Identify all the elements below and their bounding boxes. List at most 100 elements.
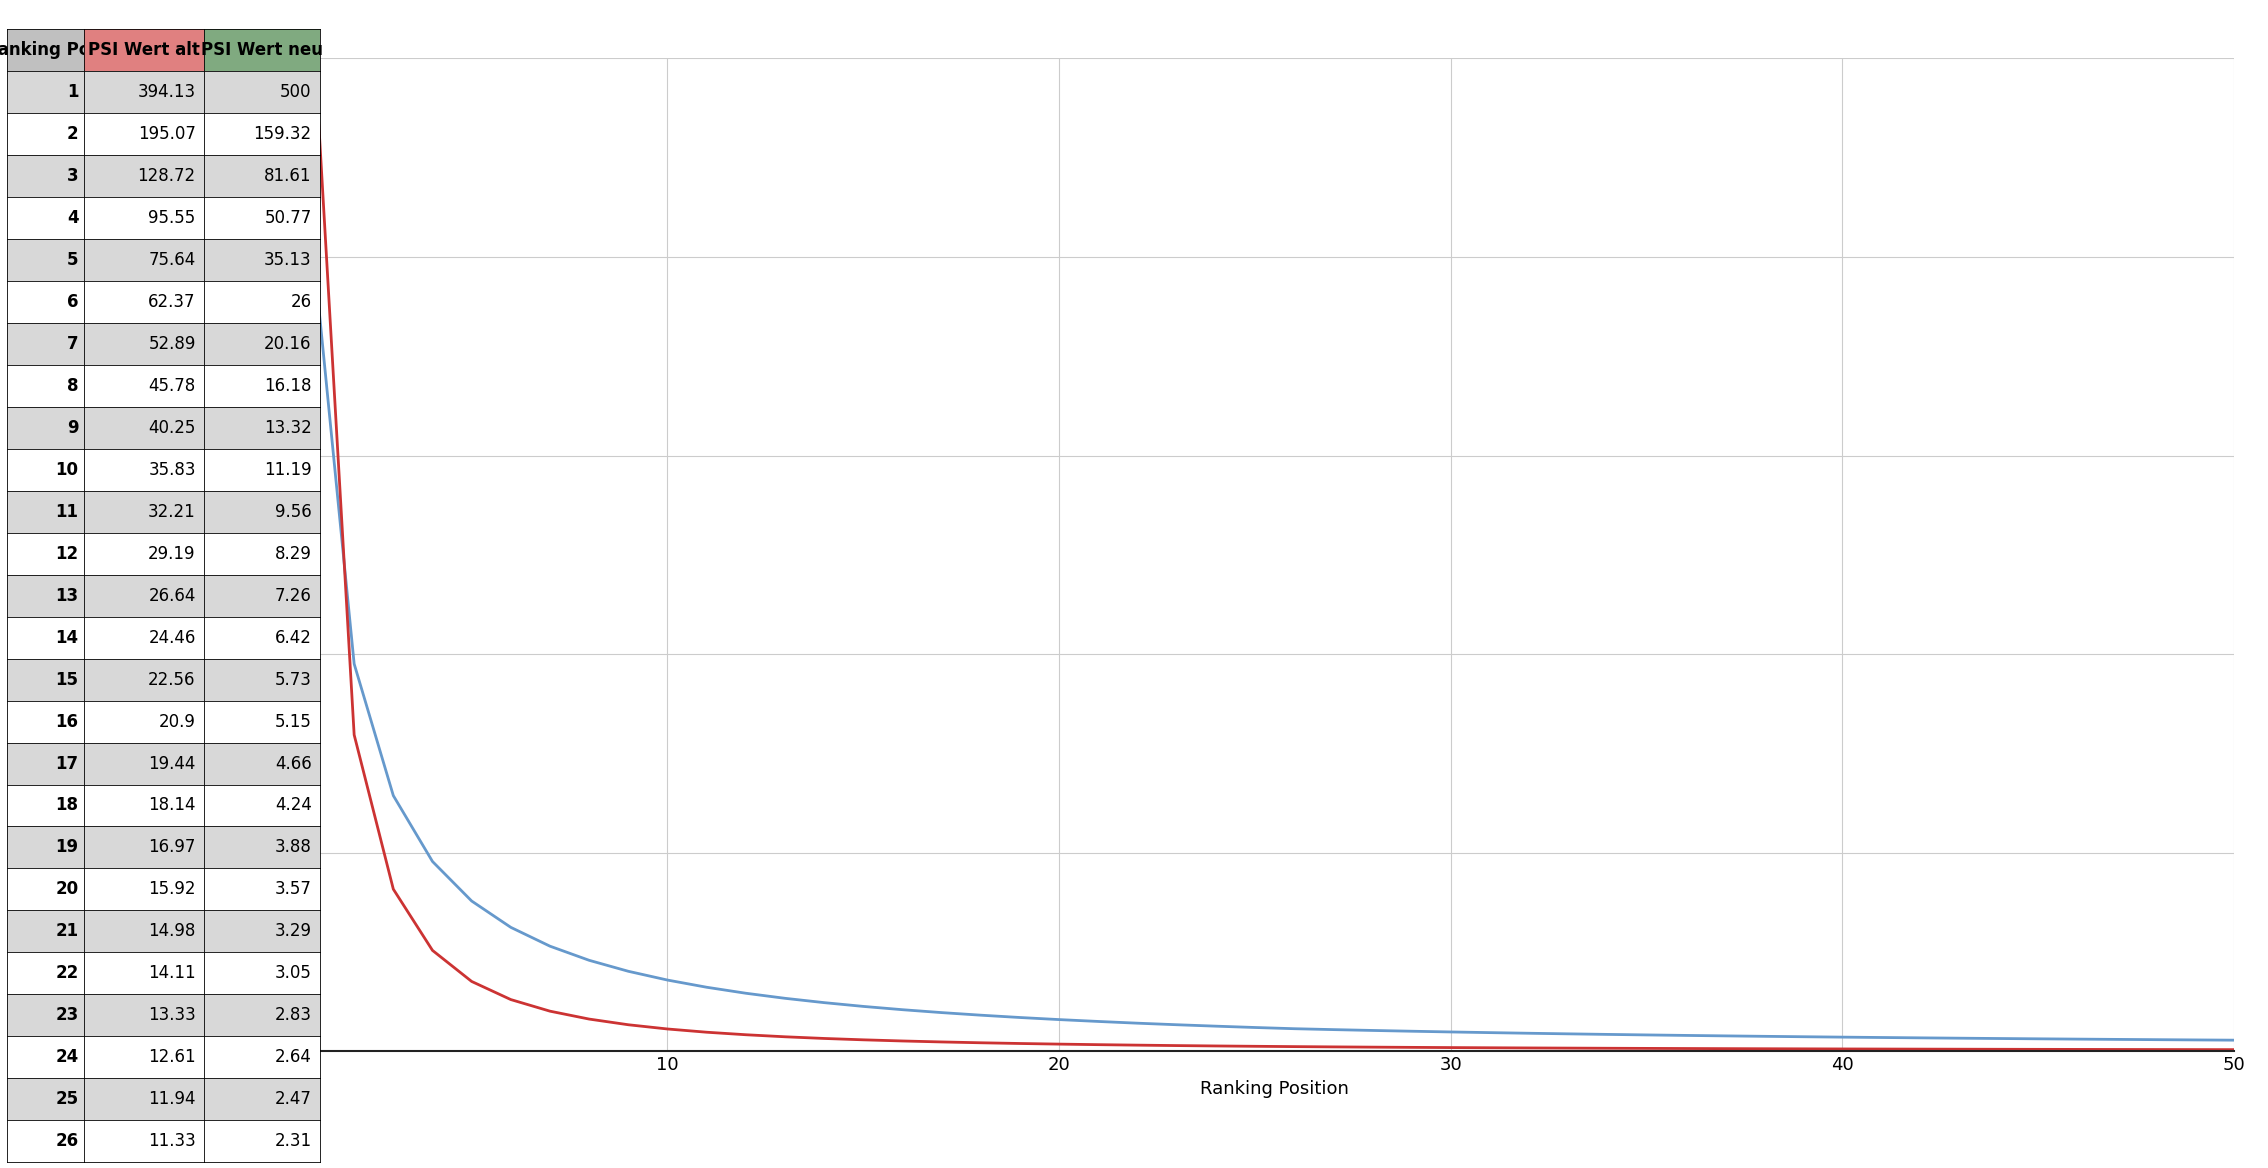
PSI Wert alt [302,262,329,276]
Text: 13.32: 13.32 [263,419,311,437]
Text: 26: 26 [54,1132,79,1150]
PSI Wert alt [576,953,603,967]
PSI Wert neu [1084,1037,1111,1051]
PSI Wert alt [1476,1026,1504,1040]
Text: 3: 3 [66,167,79,185]
Text: 35.83: 35.83 [147,461,195,479]
Text: 5: 5 [68,251,79,269]
PSI Wert neu [1672,1042,1699,1056]
PSI Wert neu [535,1004,562,1018]
PSI Wert alt [1869,1030,1896,1044]
Line: PSI Wert neu: PSI Wert neu [315,58,2234,1050]
PSI Wert alt [2141,1033,2168,1047]
Text: 4.66: 4.66 [274,755,311,772]
Text: 32.21: 32.21 [147,502,195,521]
PSI Wert neu [615,1017,642,1031]
Text: 3.57: 3.57 [274,881,311,898]
PSI Wert neu [2064,1042,2091,1056]
PSI Wert neu [1712,1042,1740,1056]
Text: 62.37: 62.37 [147,293,195,311]
PSI Wert alt [1984,1031,2012,1045]
PSI Wert neu [458,974,485,988]
Text: 8: 8 [68,377,79,395]
PSI Wert neu [1515,1041,1542,1055]
PSI Wert neu [340,728,367,742]
PSI Wert alt [535,939,562,953]
PSI Wert neu [1202,1040,1229,1054]
PSI Wert neu [928,1035,955,1049]
PSI Wert neu [2141,1043,2168,1057]
Text: 8.29: 8.29 [274,544,311,563]
PSI Wert alt [615,965,642,979]
Text: 3.29: 3.29 [274,923,311,940]
PSI Wert neu [1554,1041,1581,1055]
Text: 11: 11 [54,502,79,521]
PSI Wert alt [340,656,367,670]
PSI Wert neu [810,1031,837,1045]
Text: 21: 21 [54,923,79,940]
PSI Wert alt [1007,1010,1034,1024]
PSI Wert neu [2102,1043,2130,1057]
Text: 35.13: 35.13 [263,251,311,269]
Text: 4.24: 4.24 [274,797,311,814]
Text: 2.47: 2.47 [274,1090,311,1108]
PSI Wert neu [1241,1040,1268,1054]
PSI Wert neu [850,1033,878,1047]
PSI Wert alt [810,995,837,1009]
Text: 1: 1 [68,83,79,102]
PSI Wert alt [1281,1022,1309,1036]
Text: 5.73: 5.73 [274,670,311,689]
Text: 7.26: 7.26 [274,586,311,605]
Text: 394.13: 394.13 [138,83,195,102]
Text: Ranking Pos.: Ranking Pos. [0,41,107,60]
PSI Wert alt [2182,1033,2209,1047]
PSI Wert neu [966,1036,993,1050]
Text: 11.33: 11.33 [147,1132,195,1150]
PSI Wert alt [966,1008,993,1022]
PSI Wert neu [1789,1042,1817,1056]
Text: 14.98: 14.98 [147,923,195,940]
Text: 40.25: 40.25 [147,419,195,437]
Text: 6.42: 6.42 [274,628,311,647]
Text: 24: 24 [54,1048,79,1066]
PSI Wert alt [850,1000,878,1014]
Text: 12: 12 [54,544,79,563]
PSI Wert alt [497,920,524,934]
PSI Wert alt [1672,1028,1699,1042]
PSI Wert neu [1397,1041,1424,1055]
PSI Wert neu [694,1026,721,1040]
Text: 5.15: 5.15 [274,712,311,730]
PSI Wert alt [420,855,447,869]
PSI Wert neu [2025,1042,2053,1056]
PSI Wert alt [1359,1023,1386,1037]
Text: 2.31: 2.31 [274,1132,311,1150]
PSI Wert neu [1946,1042,1973,1056]
PSI Wert neu [771,1030,798,1044]
PSI Wert neu [653,1022,680,1036]
Text: 19.44: 19.44 [147,755,195,772]
Text: 2.64: 2.64 [274,1048,311,1066]
PSI Wert neu [1751,1042,1778,1056]
PSI Wert alt [733,986,760,1000]
Text: 128.72: 128.72 [138,167,195,185]
Text: 22: 22 [54,965,79,982]
PSI Wert neu [1869,1042,1896,1056]
Text: 11.94: 11.94 [147,1090,195,1108]
PSI Wert alt [1125,1016,1152,1030]
Text: 14: 14 [54,628,79,647]
Text: 17: 17 [54,755,79,772]
Text: 52.89: 52.89 [147,335,195,353]
PSI Wert neu [2182,1043,2209,1057]
PSI Wert neu [1828,1042,1855,1056]
Text: 26: 26 [290,293,311,311]
PSI Wert neu [1984,1042,2012,1056]
Text: 500: 500 [281,83,311,102]
PSI Wert alt [2064,1033,2091,1047]
PSI Wert alt [1828,1030,1855,1044]
Text: 9.56: 9.56 [274,502,311,521]
Text: 50.77: 50.77 [265,209,311,227]
Text: 13: 13 [54,586,79,605]
Text: 2.83: 2.83 [274,1007,311,1024]
Text: 3.88: 3.88 [274,839,311,856]
X-axis label: Ranking Position: Ranking Position [1200,1079,1349,1098]
